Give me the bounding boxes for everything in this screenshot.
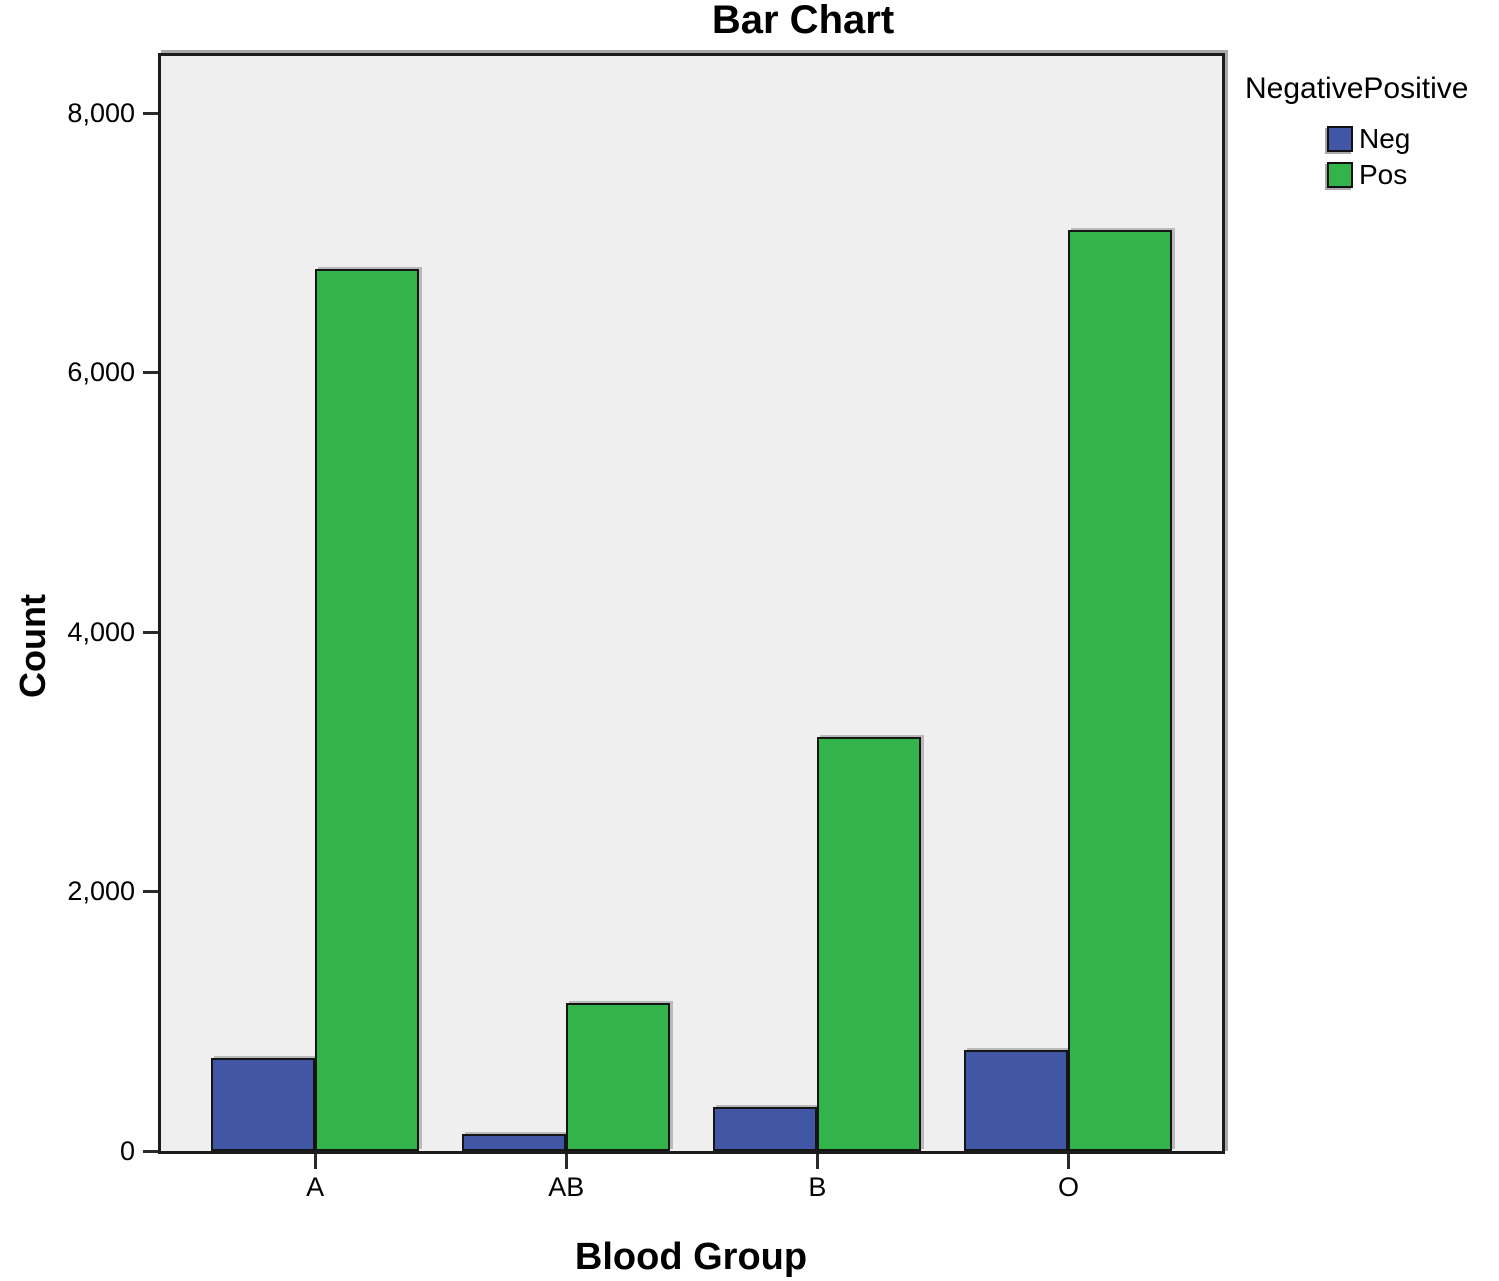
x-tick-label-a: A	[306, 1172, 325, 1202]
y-tick-label-0: 0	[119, 1135, 135, 1166]
x-tick-label-o: O	[1057, 1172, 1079, 1202]
bar-b-pos	[817, 737, 922, 1151]
bar-ab-pos	[566, 1003, 671, 1151]
legend-item-pos: Pos	[1327, 160, 1499, 189]
legend-item-neg: Neg	[1327, 124, 1499, 153]
legend-swatch-neg	[1327, 125, 1353, 152]
legend: NegativePositive Neg Pos	[1243, 72, 1499, 196]
y-tick-label-6000: 6,000	[67, 357, 135, 388]
bar-ab-neg	[462, 1134, 567, 1151]
y-tick-label-2000: 2,000	[67, 876, 135, 907]
x-axis-title: Blood Group	[574, 1236, 808, 1278]
y-tick-2000	[143, 890, 158, 894]
y-tick-0	[143, 1149, 158, 1153]
x-tick-b	[815, 1154, 819, 1169]
y-tick-label-8000: 8,000	[67, 97, 135, 128]
legend-title: NegativePositive	[1245, 72, 1469, 105]
legend-label-neg: Neg	[1359, 123, 1411, 154]
x-tick-a	[313, 1154, 317, 1169]
y-tick-6000	[143, 371, 158, 375]
y-tick-label-4000: 4,000	[67, 616, 135, 647]
bar-o-pos	[1068, 229, 1173, 1151]
x-tick-ab	[564, 1154, 568, 1169]
y-tick-4000	[143, 630, 158, 634]
y-axis-title: Count	[12, 594, 53, 698]
bar-b-neg	[713, 1106, 818, 1151]
plot-area	[158, 53, 1225, 1154]
legend-swatch-pos	[1327, 161, 1353, 188]
x-tick-label-ab: AB	[548, 1172, 585, 1202]
bar-a-neg	[211, 1057, 316, 1151]
legend-items: Neg Pos	[1327, 124, 1499, 189]
bar-o-neg	[964, 1049, 1069, 1151]
bar-a-pos	[315, 268, 420, 1151]
chart-title: Bar Chart	[711, 0, 895, 42]
x-tick-o	[1066, 1154, 1070, 1169]
y-tick-8000	[143, 111, 158, 115]
x-tick-label-b: B	[808, 1172, 827, 1202]
legend-label-pos: Pos	[1359, 159, 1408, 190]
